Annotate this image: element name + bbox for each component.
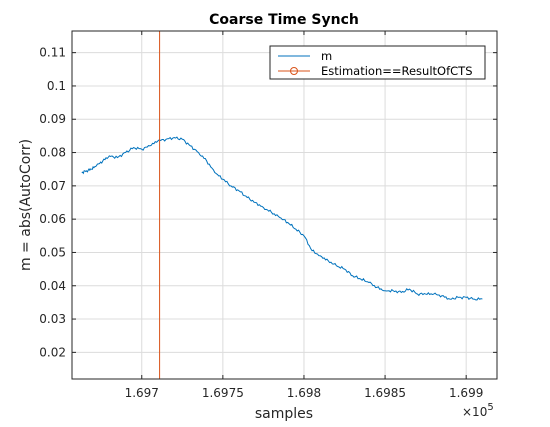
y-tick-label: 0.09 (39, 112, 66, 126)
y-tick-label: 0.04 (39, 279, 66, 293)
y-tick-label: 0.07 (39, 179, 66, 193)
y-axis-label: m = abs(AutoCorr) (18, 139, 34, 271)
y-tick-label: 0.03 (39, 312, 66, 326)
x-exponent-label: ×105 (462, 402, 494, 419)
tick-labels: 1.697 1.6975 1.698 1.6985 1.699 0.02 0.03 0.04 0… (39, 31, 497, 400)
legend: m Estimation==ResultOfCTS (269, 45, 486, 80)
x-exponent-base: ×10 (462, 405, 487, 419)
y-tick-label: 0.11 (39, 46, 66, 60)
legend-entry-m: m (321, 49, 332, 63)
x-tick-label: 1.6975 (202, 386, 244, 400)
y-tick-label: 0.08 (39, 146, 66, 160)
series-line-m (81, 136, 483, 301)
x-tick-label: 1.699 (449, 386, 483, 400)
legend-marker-estimation (290, 67, 298, 75)
legend-box (269, 45, 486, 80)
y-tick-label: 0.02 (39, 345, 66, 359)
legend-entry-estimation: Estimation==ResultOfCTS (321, 64, 473, 78)
y-tick-label: 0.06 (39, 212, 66, 226)
x-exponent-power: 5 (487, 402, 493, 413)
plot-area (72, 31, 497, 379)
x-tick-label: 1.698 (287, 386, 321, 400)
y-tick-label: 0.05 (39, 245, 66, 259)
chart-title: Coarse Time Synch (209, 12, 359, 28)
series-layer (81, 31, 483, 379)
x-tick-label: 1.697 (125, 386, 159, 400)
x-axis-label: samples (255, 406, 313, 422)
axes-box (71, 30, 498, 380)
x-tick-label: 1.6985 (364, 386, 406, 400)
y-tick-label: 0.1 (47, 79, 66, 93)
